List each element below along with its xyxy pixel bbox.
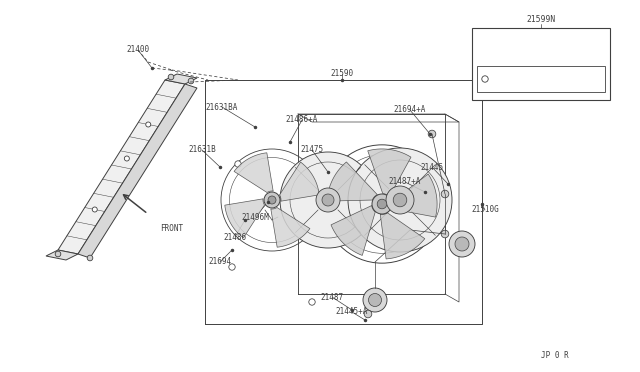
- Polygon shape: [225, 199, 264, 238]
- Circle shape: [235, 161, 241, 167]
- Circle shape: [168, 74, 174, 80]
- Circle shape: [146, 122, 151, 127]
- Text: 21400: 21400: [127, 45, 150, 55]
- Circle shape: [316, 188, 340, 212]
- Circle shape: [264, 192, 280, 208]
- Circle shape: [441, 230, 449, 238]
- Text: 21486: 21486: [223, 232, 246, 241]
- Polygon shape: [380, 213, 425, 259]
- Text: FRONT: FRONT: [160, 224, 183, 233]
- Text: 21496M: 21496M: [241, 212, 269, 221]
- Text: 21487+A: 21487+A: [389, 177, 421, 186]
- Circle shape: [428, 130, 436, 138]
- Polygon shape: [46, 250, 78, 260]
- Text: 21631BA: 21631BA: [206, 103, 238, 112]
- Circle shape: [92, 207, 97, 212]
- Text: 21445: 21445: [420, 163, 444, 171]
- Circle shape: [393, 193, 407, 207]
- Text: 21590: 21590: [330, 70, 353, 78]
- Text: 21487: 21487: [321, 292, 344, 301]
- Polygon shape: [165, 74, 197, 84]
- Polygon shape: [58, 80, 185, 254]
- Circle shape: [322, 194, 334, 206]
- Polygon shape: [368, 149, 411, 197]
- Text: 21694: 21694: [209, 257, 232, 266]
- Circle shape: [309, 299, 315, 305]
- Polygon shape: [271, 208, 310, 247]
- Circle shape: [449, 231, 475, 257]
- Bar: [477, 66, 605, 92]
- Circle shape: [280, 152, 376, 248]
- Polygon shape: [234, 153, 273, 193]
- Text: JP 0 R: JP 0 R: [541, 352, 569, 360]
- Circle shape: [55, 251, 61, 257]
- Circle shape: [377, 199, 387, 209]
- Text: 21694+A: 21694+A: [394, 106, 426, 115]
- Text: 21631B: 21631B: [188, 145, 216, 154]
- Circle shape: [369, 294, 381, 307]
- Text: 21510G: 21510G: [471, 205, 499, 215]
- Text: 21599N: 21599N: [526, 15, 556, 24]
- Polygon shape: [327, 162, 378, 201]
- Circle shape: [268, 196, 276, 204]
- Circle shape: [188, 78, 194, 84]
- Text: 21475: 21475: [300, 145, 324, 154]
- Polygon shape: [280, 162, 319, 201]
- Circle shape: [124, 156, 129, 161]
- Text: 21445+A: 21445+A: [336, 308, 368, 317]
- Circle shape: [363, 288, 387, 312]
- Circle shape: [372, 194, 392, 214]
- Circle shape: [348, 148, 452, 252]
- Text: 21486+A: 21486+A: [286, 115, 318, 125]
- Polygon shape: [78, 84, 197, 258]
- Polygon shape: [391, 174, 437, 217]
- Circle shape: [87, 255, 93, 261]
- Circle shape: [386, 186, 414, 214]
- Polygon shape: [331, 206, 375, 256]
- Circle shape: [441, 190, 449, 198]
- Bar: [472, 28, 610, 100]
- Circle shape: [228, 264, 235, 270]
- Text: CAUTION: CAUTION: [505, 77, 528, 81]
- Circle shape: [455, 237, 469, 251]
- Circle shape: [364, 310, 372, 318]
